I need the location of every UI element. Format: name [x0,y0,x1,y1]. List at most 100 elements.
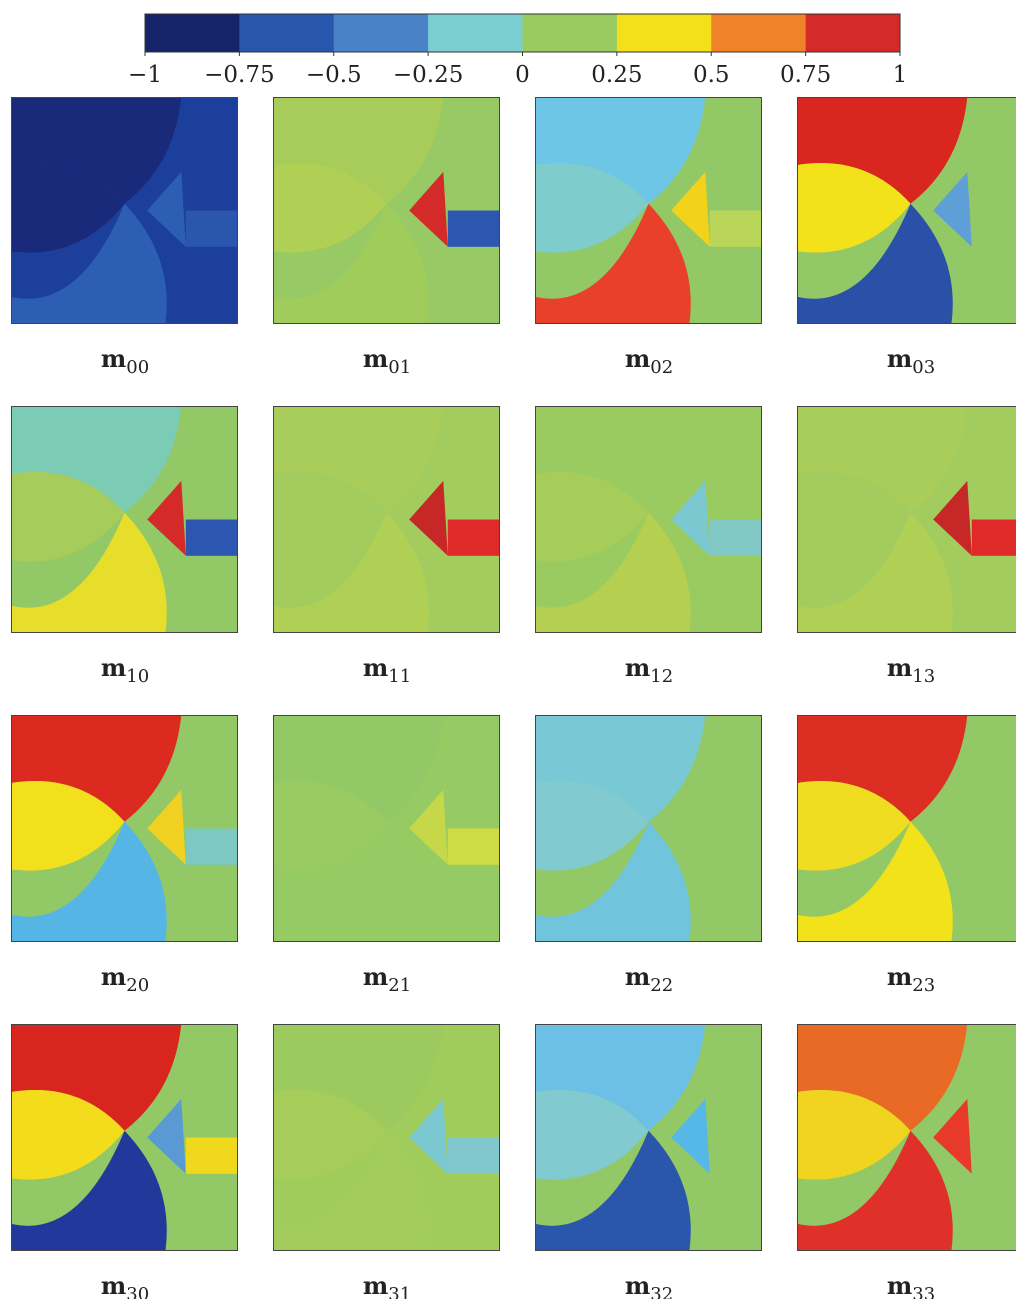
panel [273,97,500,324]
colorbar-tick-label: 0.75 [780,62,831,88]
panel-label-symbol: m [625,1271,650,1299]
panel-region [273,512,429,633]
colorbar-tick-label: −0.5 [306,62,362,88]
panel-label: m12 [625,653,673,687]
panel-frame [535,715,762,942]
panel [273,1024,500,1251]
panel-frame [11,406,238,633]
panel [797,1024,1016,1251]
panel-region [11,406,182,513]
panel-label-index: 00 [126,357,149,378]
colorbar-tick-label: 0.25 [591,62,642,88]
panel-label-symbol: m [101,344,126,373]
panel-region [535,97,706,204]
panel-region [797,97,968,204]
panel-rect [447,1137,500,1174]
colorbar-segment [805,14,901,52]
colorbar-segment [711,14,807,52]
panel-label-index: 13 [912,666,935,687]
panel-label-symbol: m [887,344,912,373]
panel-region [535,715,706,822]
panel-rect [971,1137,1016,1174]
panel-region [273,472,387,562]
colorbar-segment [145,14,240,52]
panel-region [273,1130,429,1251]
panel-rect [709,210,762,247]
panel-arrow [671,1098,710,1174]
panel-label: m13 [887,653,935,687]
panel-label: m31 [363,1271,411,1299]
panel [273,406,500,633]
colorbar-segment [616,14,712,52]
panel-rect [185,1137,238,1174]
colorbar-segment [522,14,618,52]
panel-arrow [933,480,972,556]
panel [535,406,762,633]
panel-label-symbol: m [363,962,388,991]
panel-label-symbol: m [101,962,126,991]
colorbar-tick-label: 0.5 [693,62,730,88]
panel-region [797,203,953,324]
panel [11,406,238,633]
panel-label-symbol: m [887,962,912,991]
panel-rect [709,519,762,556]
panel-frame [273,715,500,942]
panel-region [11,1130,167,1251]
panel-label: m30 [101,1271,149,1299]
panel-region [273,1090,387,1180]
panel-label-index: 10 [126,666,149,687]
panel-arrow [933,1098,972,1174]
panel-label: m03 [887,344,935,378]
panel-rect [185,519,238,556]
panel-region [797,163,911,253]
panel-region [797,1024,968,1131]
panel-rect [709,1137,762,1174]
colorbar-tick-label: 0 [515,62,530,88]
panel-region [11,781,125,871]
panel-label: m21 [363,962,411,996]
panel [797,406,1016,633]
panel-region [11,97,182,204]
panel-region [273,821,429,942]
panel-label-symbol: m [625,344,650,373]
panel-arrow [933,171,972,247]
panel-arrow [409,171,448,247]
colorbar-tick-label: −1 [128,62,162,88]
panel-label: m20 [101,962,149,996]
panel-label: m00 [101,344,149,378]
panel-label-index: 30 [126,1284,149,1299]
panel-frame [797,715,1016,942]
panel-region [273,781,387,871]
panel-region [535,1130,691,1251]
panel-arrow [671,480,710,556]
panel-frame [273,406,500,633]
panel-label-index: 03 [912,357,935,378]
panel-region [11,715,182,822]
panel [273,715,500,942]
colorbar-segment [333,14,429,52]
panel-region [535,472,649,562]
panel-frame [273,97,500,324]
panel-arrow [933,789,972,865]
colorbar-segment [428,14,523,52]
panel-label-index: 33 [912,1284,935,1299]
panel-label: m32 [625,1271,673,1299]
panel-region [11,821,167,942]
panel [11,715,238,942]
panel-region [535,512,691,633]
panel-region [11,203,167,324]
panel-region [273,715,444,822]
panel-arrow [147,1098,186,1174]
panel-label-index: 01 [388,357,411,378]
panel-arrow [409,789,448,865]
panel-region [273,1024,444,1131]
panel-rect [447,519,500,556]
panel-rect [971,210,1016,247]
panel-rect [185,210,238,247]
panel-label-index: 12 [650,666,673,687]
panel-region [797,781,911,871]
panel-region [535,1090,649,1180]
colorbar-tick-label: −0.75 [204,62,274,88]
panel-frame [273,1024,500,1251]
